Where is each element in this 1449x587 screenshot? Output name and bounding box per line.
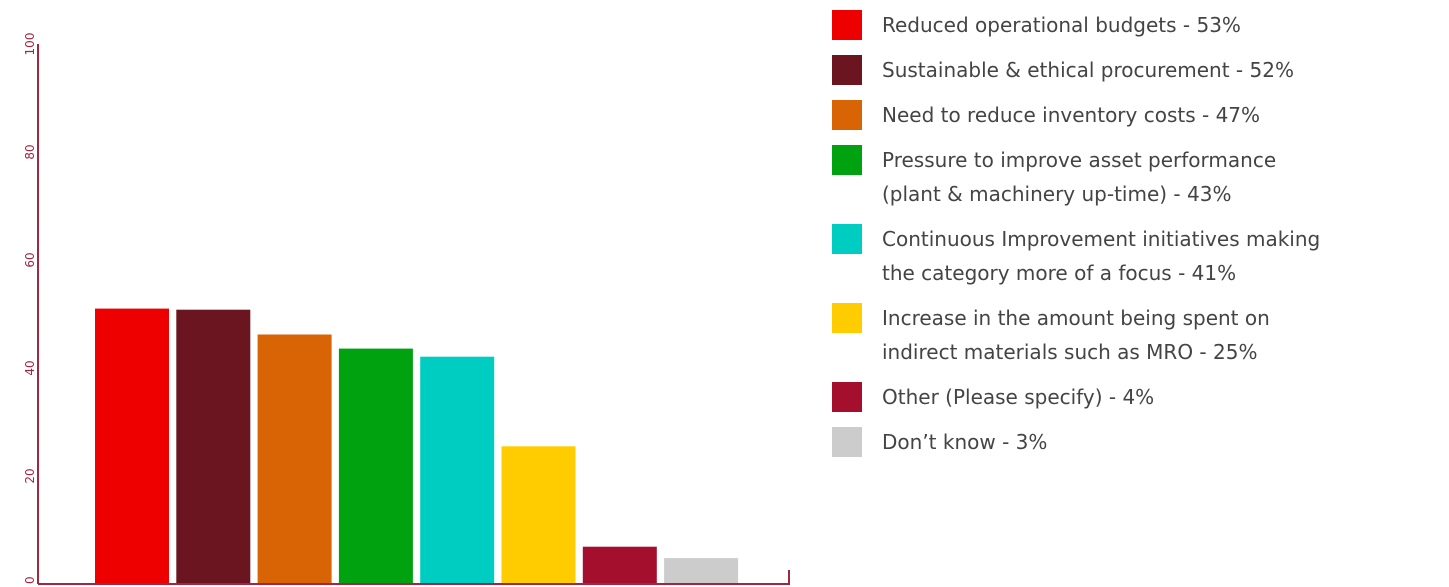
- legend-label: Need to reduce inventory costs - 47%: [882, 103, 1261, 127]
- bar-3: [257, 334, 332, 584]
- bar-4: [338, 348, 413, 584]
- bar-5: [420, 356, 495, 584]
- y-tick-label-100: 100: [23, 33, 37, 56]
- legend-label: Increase in the amount being spent on: [882, 306, 1270, 330]
- bar-7: [582, 546, 657, 584]
- legend-item-7: Other (Please specify) - 4%: [832, 380, 1444, 414]
- legend-label: indirect materials such as MRO - 25%: [882, 340, 1258, 364]
- legend-swatch-6: [832, 303, 862, 333]
- bar-2: [176, 309, 251, 584]
- bar-1: [95, 308, 169, 584]
- legend-swatch-4: [832, 145, 862, 175]
- legend-item-3: Need to reduce inventory costs - 47%: [832, 98, 1444, 132]
- legend-item-1: Reduced operational budgets - 53%: [832, 8, 1444, 42]
- legend-label: Pressure to improve asset performance: [882, 148, 1277, 172]
- y-tick-label-20: 20: [23, 468, 37, 483]
- legend-label: (plant & machinery up-time) - 43%: [882, 182, 1232, 206]
- legend-item-2: Sustainable & ethical procurement - 52%: [832, 53, 1444, 87]
- legend-swatch-5: [832, 224, 862, 254]
- y-tick-label-40: 40: [23, 360, 37, 375]
- legend-label: Other (Please specify) - 4%: [882, 385, 1155, 409]
- legend-swatch-1: [832, 10, 862, 40]
- bar-chart: 0 20 40 60 80 100: [23, 33, 790, 585]
- y-ticks: 0 20 40 60 80 100: [23, 33, 37, 584]
- legend-label: Continuous Improvement initiatives makin…: [882, 227, 1321, 251]
- y-tick-label-60: 60: [23, 252, 37, 267]
- bar-6: [501, 446, 576, 584]
- legend-swatch-8: [832, 427, 862, 457]
- legend: Reduced operational budgets - 53% Sustain…: [832, 8, 1444, 470]
- legend-swatch-7: [832, 382, 862, 412]
- y-tick-label-80: 80: [23, 144, 37, 159]
- legend-label: Don’t know - 3%: [882, 430, 1048, 454]
- bars: [95, 308, 739, 584]
- legend-label: Reduced operational budgets - 53%: [882, 13, 1241, 37]
- axes: [37, 44, 790, 585]
- y-tick-label-0: 0: [23, 576, 37, 584]
- legend-item-8: Don’t know - 3%: [832, 425, 1444, 459]
- legend-swatch-2: [832, 55, 862, 85]
- legend-item-5: Continuous Improvement initiatives makin…: [832, 222, 1444, 290]
- legend-label: Sustainable & ethical procurement - 52%: [882, 58, 1294, 82]
- legend-label: the category more of a focus - 41%: [882, 261, 1237, 285]
- legend-swatch-3: [832, 100, 862, 130]
- bar-8: [664, 558, 739, 584]
- legend-item-6: Increase in the amount being spent on ind…: [832, 301, 1444, 369]
- legend-item-4: Pressure to improve asset performance (pl…: [832, 143, 1444, 211]
